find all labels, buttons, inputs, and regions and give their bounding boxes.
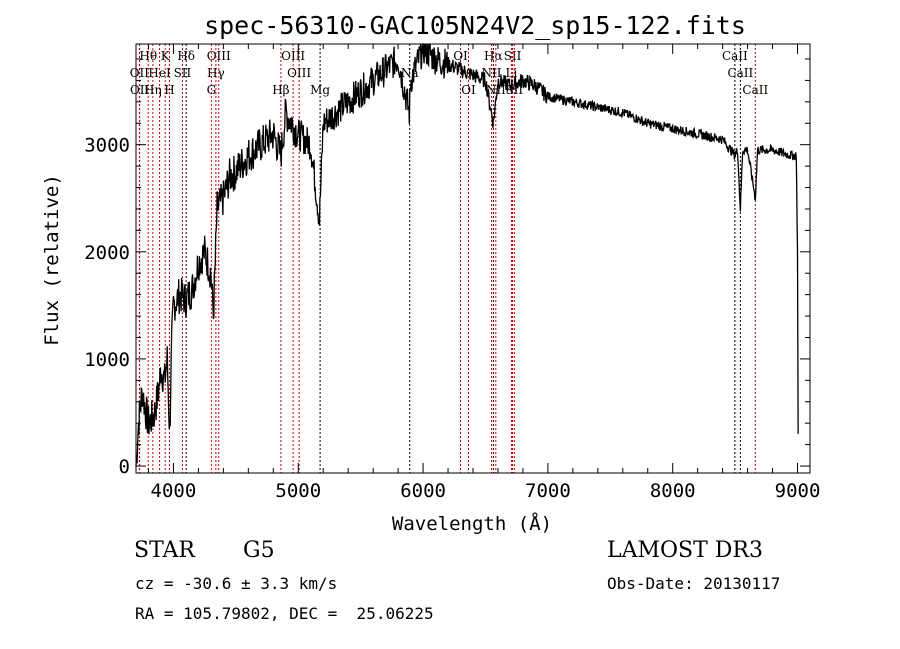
spectral-line-label: Hη — [144, 83, 162, 97]
x-tick-label: 7000 — [525, 480, 571, 502]
x-tick-label: 5000 — [275, 480, 321, 502]
redshift-cz: cz = -30.6 ± 3.3 km/s — [135, 574, 338, 593]
x-tick-label: 4000 — [151, 480, 197, 502]
spectral-line-label: NII — [486, 83, 506, 97]
spectral-line-label: OIII — [207, 49, 231, 63]
spectral-line-label: OIII — [281, 49, 305, 63]
object-class: STAR — [134, 538, 195, 563]
spectral-line-label: CaII — [727, 66, 753, 80]
x-tick-label: 8000 — [650, 480, 696, 502]
spectral-line-label: OII — [130, 83, 150, 97]
x-axis-label: Wavelength (Å) — [392, 512, 552, 535]
spectral-line-label: HeI — [148, 66, 171, 80]
y-tick-label: 0 — [119, 456, 130, 478]
spectral-line-label: SII — [504, 49, 522, 63]
obs-date: Obs-Date: 20130117 — [607, 574, 781, 593]
plot-frame — [135, 43, 811, 474]
chart-title: spec-56310-GAC105N24V2_sp15-122.fits — [204, 11, 746, 40]
spectral-line-label: Mg — [310, 83, 330, 97]
y-axis-label: Flux (relative) — [41, 174, 63, 346]
spectral-line-label: H — [164, 83, 174, 97]
spectral-line-label: CaII — [742, 83, 768, 97]
spectral-line-label: Hδ — [177, 49, 195, 63]
spectral-line-label: SII — [174, 66, 192, 80]
spectral-line-label: G — [207, 83, 217, 97]
spectral-line-label: CaII — [722, 49, 748, 63]
spectrum-line — [135, 43, 799, 467]
x-tick-label: 9000 — [775, 480, 821, 502]
spectral-line-label: Hβ — [272, 83, 289, 97]
spectral-line-label: OIII — [287, 66, 311, 80]
x-tick-label: 6000 — [400, 480, 446, 502]
spectral-line-label: K — [161, 49, 171, 63]
spectral-line-label: Hθ — [139, 49, 157, 63]
spectral-line-label: OI — [461, 83, 476, 97]
spectral-line-label: Li — [506, 66, 518, 80]
spectral-line-label: OI — [453, 49, 468, 63]
object-subclass: G5 — [243, 538, 275, 563]
spectral-line-label: Hα — [484, 49, 503, 63]
survey-name: LAMOST DR3 — [607, 538, 763, 563]
spectral-line-label: NII — [481, 66, 501, 80]
spectral-line-label: Hγ — [207, 66, 225, 80]
ra-dec: RA = 105.79802, DEC = 25.06225 — [135, 604, 434, 623]
y-tick-label: 3000 — [84, 135, 130, 157]
y-tick-label: 1000 — [84, 349, 130, 371]
y-tick-label: 2000 — [84, 242, 130, 264]
